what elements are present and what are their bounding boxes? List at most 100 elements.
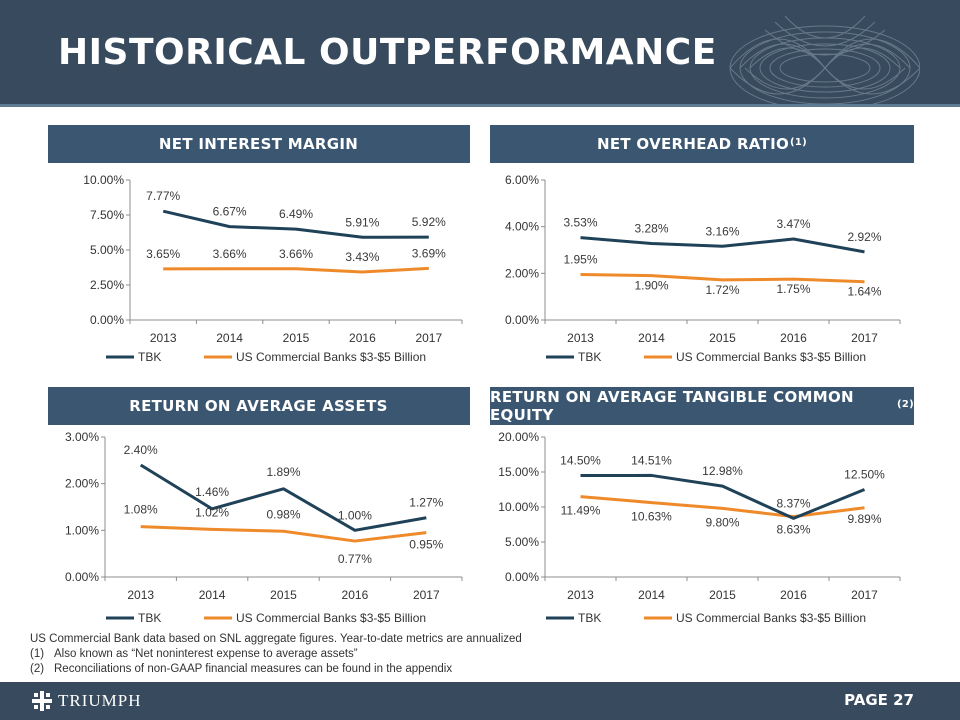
data-label-tbk: 6.49% [279, 207, 313, 221]
data-label-peer: 3.65% [146, 247, 180, 261]
x-tick-label: 2014 [216, 331, 243, 345]
series-line-tbk [580, 236, 865, 254]
y-tick-label: 2.00% [505, 266, 539, 280]
legend-label-peer: US Commercial Banks $3-$5 Billion [676, 611, 866, 625]
series-line-peer [140, 525, 427, 543]
data-label-peer: 1.75% [776, 282, 810, 296]
footnote-text: Also known as “Net noninterest expense t… [54, 648, 358, 660]
x-tick-label: 2016 [780, 588, 807, 602]
slide-header: HISTORICAL OUTPERFORMANCE [0, 0, 960, 104]
data-label-peer: 11.49% [561, 504, 601, 518]
data-label-tbk: 14.50% [560, 454, 601, 468]
y-tick-label: 4.00% [505, 220, 539, 234]
footnote-1: (1) Also known as “Net noninterest expen… [30, 647, 522, 662]
legend-label-peer: US Commercial Banks $3-$5 Billion [676, 350, 866, 364]
data-label-tbk: 3.47% [776, 217, 810, 231]
footnote-text: Reconciliations of non-GAAP financial me… [54, 663, 453, 675]
x-tick-label: 2015 [709, 588, 736, 602]
y-tick-label: 0.00% [90, 313, 124, 327]
panel-header-return-on-tce: RETURN ON AVERAGE TANGIBLE COMMON EQUITY… [490, 387, 914, 425]
y-tick-label: 10.00% [498, 500, 539, 514]
page-number: PAGE 27 [844, 691, 914, 709]
y-tick-label: 1.00% [65, 523, 99, 537]
x-tick-label: 2014 [199, 588, 226, 602]
panel-footnote-ref: (2) [897, 398, 914, 410]
x-tick-label: 2017 [415, 331, 442, 345]
x-tick-label: 2017 [851, 588, 878, 602]
header-rule [0, 104, 960, 107]
series-line-peer [580, 273, 865, 284]
panel-header-net-overhead-ratio: NET OVERHEAD RATIO (1) [490, 125, 914, 163]
data-label-peer: 0.95% [409, 538, 443, 552]
y-tick-label: 20.00% [498, 430, 539, 444]
data-label-tbk: 1.89% [266, 465, 300, 479]
data-label-peer: 0.77% [338, 552, 372, 566]
y-tick-label: 0.00% [505, 570, 539, 584]
y-tick-label: 5.00% [505, 535, 539, 549]
y-tick-label: 10.00% [83, 173, 124, 187]
x-tick-label: 2016 [349, 331, 376, 345]
y-tick-label: 0.00% [65, 570, 99, 584]
data-label-tbk: 1.27% [409, 496, 443, 510]
triumph-cross-icon [32, 691, 52, 711]
data-label-peer: 8.63% [776, 523, 810, 537]
panel-title: RETURN ON AVERAGE ASSETS [129, 397, 388, 415]
data-label-tbk: 12.98% [702, 464, 743, 478]
data-label-peer: 1.02% [195, 505, 229, 519]
y-tick-label: 5.00% [90, 243, 124, 257]
panel-footnote-ref: (1) [790, 136, 808, 148]
legend-label-peer: US Commercial Banks $3-$5 Billion [236, 611, 426, 625]
data-label-tbk: 6.67% [213, 205, 247, 219]
data-label-tbk: 5.92% [412, 215, 446, 229]
data-label-peer: 1.08% [124, 503, 158, 517]
data-label-tbk: 1.00% [338, 508, 372, 522]
data-label-peer: 9.80% [705, 515, 739, 529]
data-label-peer: 0.98% [266, 507, 300, 521]
data-label-tbk: 3.53% [563, 216, 597, 230]
y-tick-label: 7.50% [90, 208, 124, 222]
data-label-peer: 1.64% [847, 285, 881, 299]
series-line-tbk [580, 473, 866, 520]
panel-title: NET OVERHEAD RATIO [596, 135, 790, 153]
data-label-peer: 10.63% [631, 510, 672, 524]
decorative-rosette-icon [729, 15, 920, 104]
x-tick-label: 2016 [342, 588, 369, 602]
panel-title: RETURN ON AVERAGE TANGIBLE COMMON EQUITY [490, 388, 854, 424]
x-tick-label: 2013 [567, 588, 594, 602]
x-tick-label: 2013 [567, 331, 594, 345]
data-label-peer: 3.66% [279, 247, 313, 261]
series-line-tbk [139, 463, 427, 532]
legend-label-tbk: TBK [578, 611, 601, 625]
x-tick-label: 2014 [638, 331, 665, 345]
data-label-tbk: 1.46% [195, 485, 229, 499]
x-tick-label: 2015 [283, 331, 310, 345]
slide-footer: TRIUMPH PAGE 27 [0, 682, 960, 720]
data-label-peer: 1.95% [563, 253, 597, 267]
slide-title: HISTORICAL OUTPERFORMANCE [58, 32, 717, 73]
footnote-2: (2) Reconciliations of non-GAAP financia… [30, 662, 522, 677]
logo-text: TRIUMPH [58, 691, 142, 710]
panel-header-return-on-average-assets: RETURN ON AVERAGE ASSETS [48, 387, 470, 425]
x-tick-label: 2013 [150, 331, 177, 345]
data-label-tbk: 2.40% [124, 443, 158, 457]
x-tick-label: 2017 [851, 331, 878, 345]
data-label-tbk: 5.91% [345, 215, 379, 229]
legend-label-tbk: TBK [138, 611, 161, 625]
panel-header-net-interest-margin: NET INTEREST MARGIN [48, 125, 470, 163]
legend-label-tbk: TBK [138, 350, 161, 364]
series-line-peer [580, 495, 865, 519]
y-tick-label: 0.00% [505, 313, 539, 327]
data-label-peer: 9.89% [847, 512, 881, 526]
legend-label-peer: US Commercial Banks $3-$5 Billion [236, 350, 426, 364]
x-tick-label: 2015 [709, 331, 736, 345]
data-label-peer: 3.66% [213, 247, 247, 261]
y-tick-label: 15.00% [498, 465, 539, 479]
data-label-peer: 3.69% [412, 246, 446, 260]
data-label-tbk: 8.37% [776, 496, 810, 510]
data-label-tbk: 3.16% [705, 224, 739, 238]
x-tick-label: 2013 [127, 588, 154, 602]
